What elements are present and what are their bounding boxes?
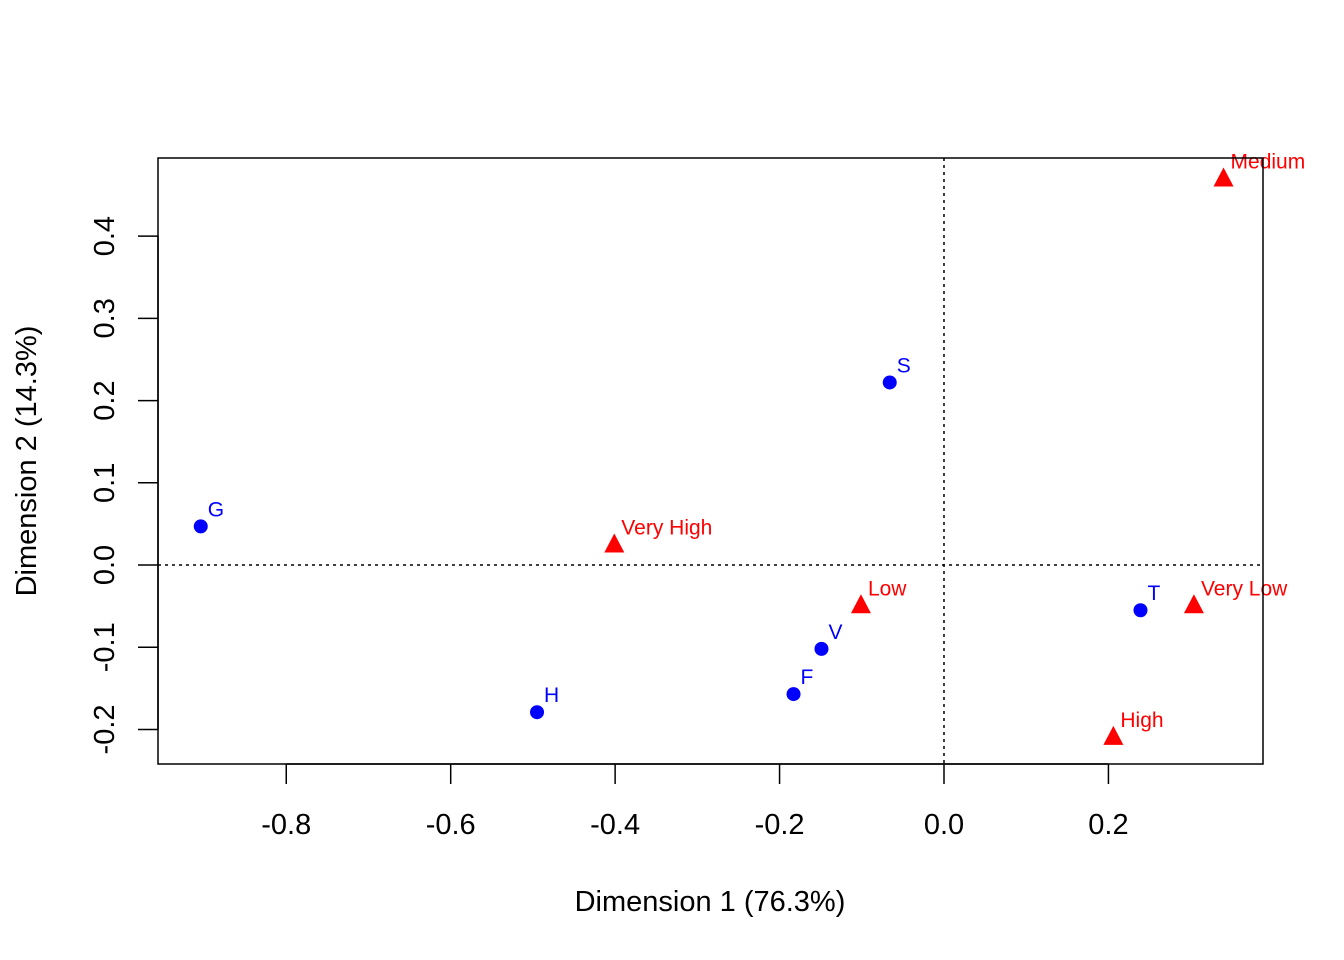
x-tick-label: -0.4 (590, 809, 640, 841)
point-marker (1133, 603, 1148, 618)
y-tick-label: -0.1 (89, 622, 121, 672)
point-label: H (544, 684, 559, 707)
y-tick-label: 0.1 (89, 463, 121, 503)
x-axis: -0.8 -0.6 -0.4 -0.2 0.0 0.2 (261, 763, 1129, 841)
point-label: T (1147, 582, 1160, 605)
point-marker (1103, 725, 1124, 745)
y-axis: -0.2 -0.1 0.0 0.1 0.2 0.3 0.4 (89, 216, 159, 754)
point-label: Medium (1231, 151, 1306, 174)
point-marker (882, 375, 897, 390)
plot-frame (157, 157, 1264, 765)
point-marker (604, 533, 625, 553)
point-label: Low (868, 577, 907, 600)
point-marker (193, 519, 208, 534)
point-marker (1183, 594, 1204, 614)
y-tick-label: -0.2 (89, 704, 121, 754)
point-label: F (801, 666, 814, 689)
data-points: G H FV S T Very High Low Very Low High Medium (193, 151, 1306, 745)
y-tick-label: 0.4 (89, 216, 121, 256)
point-marker (530, 705, 545, 720)
x-tick-label: -0.6 (426, 809, 476, 841)
point-label: High (1120, 709, 1163, 732)
point-label: G (208, 498, 224, 521)
y-tick-label: 0.3 (89, 298, 121, 338)
point-marker (786, 687, 801, 702)
x-tick-label: 0.2 (1088, 809, 1128, 841)
point-label: S (897, 354, 911, 377)
point-label: Very High (621, 516, 712, 539)
x-tick-label: -0.8 (261, 809, 311, 841)
x-tick-label: 0.0 (924, 809, 964, 841)
point-marker (1213, 167, 1234, 187)
reference-lines (158, 158, 1263, 764)
y-tick-label: 0.0 (89, 545, 121, 585)
y-axis-title: Dimension 2 (14.3%) (11, 326, 43, 597)
point-label: Very Low (1201, 577, 1288, 600)
y-tick-label: 0.2 (89, 380, 121, 420)
x-axis-title: Dimension 1 (76.3%) (575, 886, 846, 918)
x-tick-label: -0.2 (755, 809, 805, 841)
point-marker (850, 594, 871, 614)
point-label: V (828, 621, 842, 644)
point-marker (814, 641, 829, 656)
